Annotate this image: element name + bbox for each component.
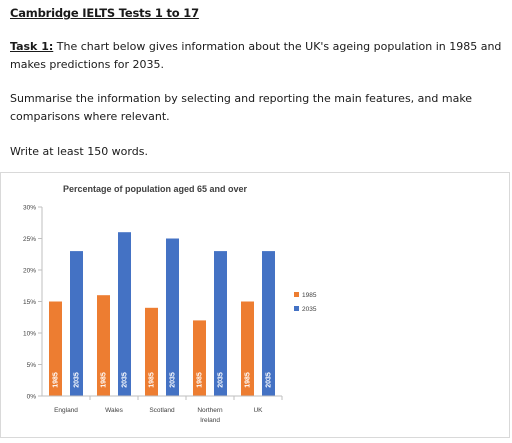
x-category-label: Northern xyxy=(197,407,223,414)
legend-swatch-2035 xyxy=(294,306,299,311)
bar-series-label: 1985 xyxy=(148,372,155,388)
page-title: Cambridge IELTS Tests 1 to 17 xyxy=(10,6,199,20)
bar-series-label: 1985 xyxy=(100,372,107,388)
bars-group: 1985 2035 1985 2035 1985 2035 1985 2035 1985 2035 xyxy=(49,232,275,396)
bar-series-label: 1985 xyxy=(196,372,203,388)
bar-series-label: 2035 xyxy=(73,372,80,388)
legend-label: 2035 xyxy=(302,306,317,313)
y-tick-label: 15% xyxy=(23,299,36,306)
bar-series-label: 2035 xyxy=(265,372,272,388)
x-category-label: Ireland xyxy=(200,417,220,424)
x-axis: England Wales Scotland Northern Ireland UK xyxy=(42,395,283,424)
bar-2035 xyxy=(262,251,275,396)
x-category-label: Scotland xyxy=(149,407,175,414)
bar-2035 xyxy=(166,238,179,396)
task-prompt: Task 1: The chart below gives informatio… xyxy=(10,38,506,74)
y-axis: 0% 5% 10% 15% 20% 25% 30% xyxy=(23,205,43,401)
task-text: The chart below gives information about … xyxy=(10,40,502,71)
chart-frame xyxy=(0,172,510,438)
y-tick-label: 20% xyxy=(23,268,36,275)
bar-1985 xyxy=(97,295,110,396)
chart-title: Percentage of population aged 65 and ove… xyxy=(63,184,248,194)
x-category-label: England xyxy=(54,407,78,414)
bar-2035 xyxy=(70,251,83,396)
bar-series-label: 2035 xyxy=(217,372,224,388)
bar-2035 xyxy=(214,251,227,396)
bar-1985 xyxy=(193,320,206,396)
task-instruction: Summarise the information by selecting a… xyxy=(10,92,473,123)
bar-series-label: 1985 xyxy=(244,372,251,388)
y-tick-label: 25% xyxy=(23,236,36,243)
bar-series-label: 1985 xyxy=(52,372,59,388)
bar-1985 xyxy=(49,301,62,396)
y-tick-label: 10% xyxy=(23,331,36,338)
bar-1985 xyxy=(241,301,254,396)
x-category-label: Wales xyxy=(105,407,124,414)
bar-chart: Percentage of population aged 65 and ove… xyxy=(23,184,317,424)
y-tick-label: 5% xyxy=(27,362,37,369)
y-tick-label: 0% xyxy=(27,394,37,401)
bar-2035 xyxy=(118,232,131,396)
legend-swatch-1985 xyxy=(294,292,299,297)
legend-label: 1985 xyxy=(302,292,317,299)
bar-1985 xyxy=(145,307,158,396)
task-label: Task 1: xyxy=(10,40,54,53)
word-count-note: Write at least 150 words. xyxy=(10,145,148,158)
legend: 1985 2035 xyxy=(294,292,317,313)
y-tick-label: 30% xyxy=(23,205,36,212)
bar-series-label: 2035 xyxy=(121,372,128,388)
bar-series-label: 2035 xyxy=(169,372,176,388)
x-category-label: UK xyxy=(253,407,263,414)
